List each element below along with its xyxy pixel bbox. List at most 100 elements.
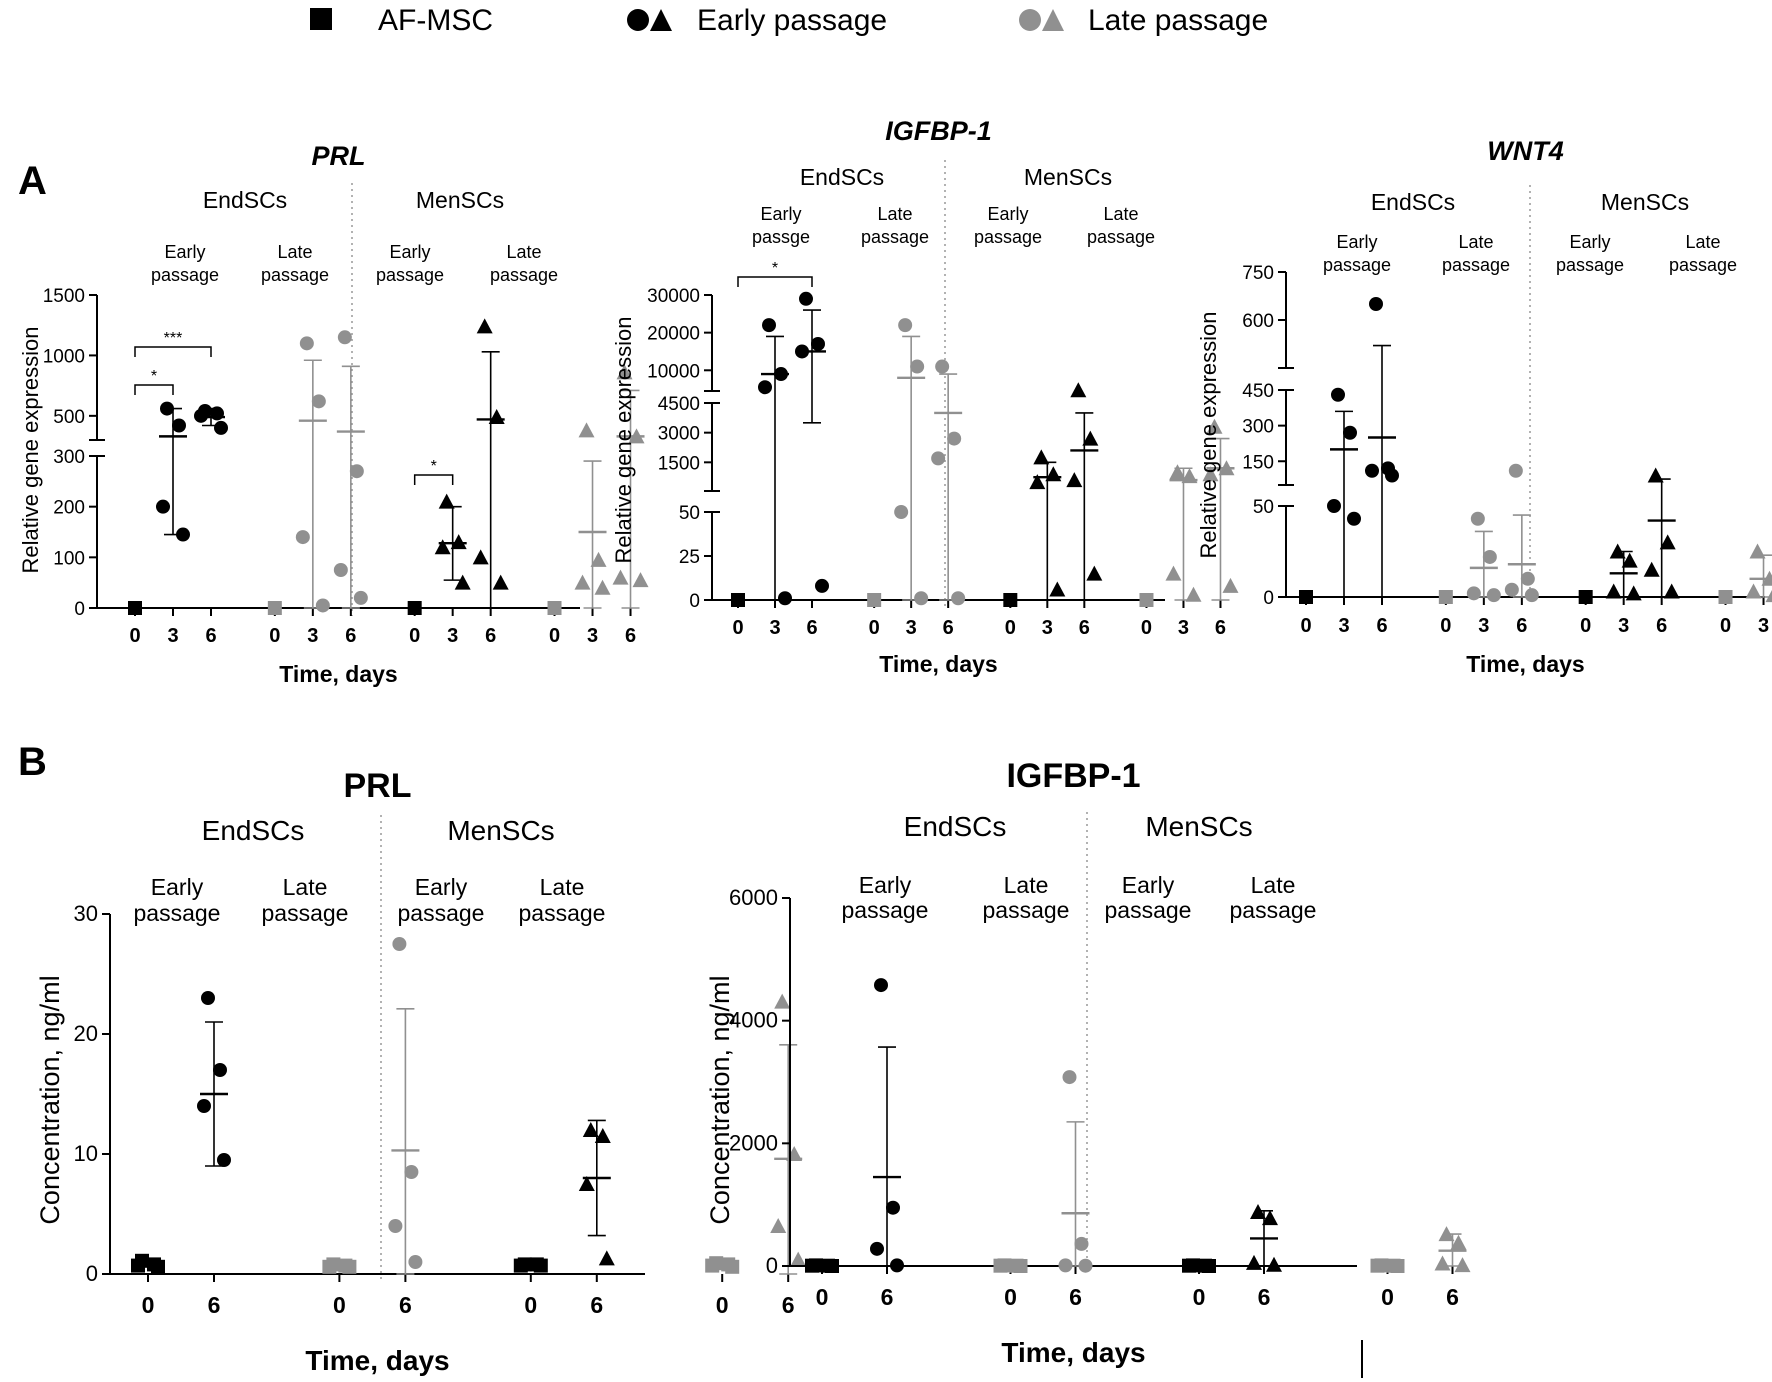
data-point [898,318,913,333]
x-tick-label: 0 [549,625,560,647]
x-tick-label: 6 [782,1292,795,1318]
x-tick-label: 3 [1618,615,1629,637]
data-point [1482,549,1497,564]
y-tick-label: 200 [53,498,85,519]
significance-label: * [772,260,778,277]
subgroup-label: passage [842,897,929,923]
subgroup-label: Early [389,242,430,262]
data-point [151,1259,165,1274]
x-tick-label: 0 [1141,617,1152,639]
group-title: MenSCs [447,815,554,846]
subgroup-label: Late [1103,204,1138,224]
data-point [1202,466,1219,482]
y-tick-label: 300 [1242,417,1274,438]
x-tick-label: 6 [1069,1284,1082,1310]
x-tick-label: 6 [806,617,817,639]
subgroup-label: passage [490,265,558,285]
group-title: EndSCs [1371,189,1455,215]
data-point [210,406,224,421]
subgroup-label: passage [861,227,929,247]
y-tick-label: 0 [689,591,700,612]
legend-triangle-marker-early [650,9,672,31]
data-point [951,591,966,606]
data-point [1169,464,1186,480]
data-point [867,593,882,607]
x-tick-label: 0 [1580,615,1591,637]
x-tick-label: 0 [816,1284,829,1310]
data-point [342,1259,357,1274]
data-point [299,336,314,351]
x-tick-label: 3 [587,625,598,647]
data-point [582,1122,599,1137]
data-point [1504,582,1519,597]
x-tick-label: 3 [1758,615,1769,637]
x-tick-label: 6 [625,625,636,647]
data-point [705,1258,720,1273]
data-point [778,591,792,606]
subgroup-label: passage [134,900,221,926]
data-point [392,937,407,951]
data-point [333,563,348,577]
subgroup-label: Late [540,874,585,900]
data-point [1643,561,1660,577]
data-point [1139,593,1154,607]
data-point [770,1218,787,1233]
subgroup-label: Early [760,204,801,224]
data-point [1470,511,1485,526]
subgroup-label: Late [1458,232,1493,252]
data-point [128,601,142,615]
x-tick-label: 6 [1446,1284,1459,1310]
data-point [1165,565,1182,581]
y-tick-label: 750 [1242,263,1274,284]
data-point [194,408,208,423]
data-point [578,1176,595,1191]
data-point [197,1099,211,1113]
subgroup-label: Late [283,874,328,900]
y-tick-label: 0 [766,1253,778,1278]
subgroup-label: passage [1087,227,1155,247]
data-point [1745,583,1762,599]
data-point [1327,499,1341,513]
subgroup-label: passage [151,265,219,285]
x-tick-label: 3 [769,617,780,639]
y-axis-label: Relative gene expression [1196,311,1221,558]
x-axis-label: Time, days [1466,651,1584,677]
y-tick-label: 0 [74,599,85,620]
data-point [874,978,888,993]
data-point [894,505,909,519]
data-point [176,527,190,542]
chart-title: PRL [344,767,412,805]
data-point [404,1165,419,1179]
legend-circle-marker-early [627,9,649,31]
data-point [476,318,493,334]
chart-title: IGFBP-1 [1006,757,1140,795]
x-tick-label: 0 [869,617,880,639]
x-tick-label: 6 [485,625,496,647]
x-tick-label: 3 [447,625,458,647]
data-point [1647,467,1664,483]
x-tick-label: 0 [1193,1284,1206,1310]
data-point [1718,590,1733,604]
data-point [434,539,451,555]
chart-title: PRL [312,141,366,171]
panel-label-a: A [18,159,47,203]
data-point [870,1241,884,1256]
group-title: MenSCs [1145,811,1252,842]
data-point [1605,583,1622,599]
data-point [1182,1258,1196,1273]
data-point [1058,1258,1073,1273]
data-point [1262,1210,1278,1226]
x-tick-label: 3 [1338,615,1349,637]
data-point [1524,588,1539,603]
data-point [201,991,215,1005]
y-tick-label: 30000 [647,286,700,307]
x-tick-label: 0 [409,625,420,647]
data-point [488,409,505,425]
x-tick-label: 0 [129,625,140,647]
y-axis-label: Relative gene expression [18,326,43,573]
data-point [795,344,809,359]
legend: AF-MSC Early passage Late passage [310,4,1268,37]
data-point [1343,425,1357,440]
group-title: EndSCs [904,811,1007,842]
